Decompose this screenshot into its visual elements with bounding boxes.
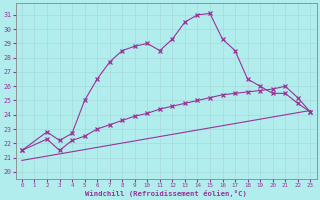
X-axis label: Windchill (Refroidissement éolien,°C): Windchill (Refroidissement éolien,°C) xyxy=(85,190,247,197)
